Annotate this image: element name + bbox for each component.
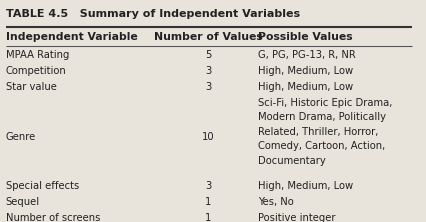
Text: Star value: Star value	[6, 82, 56, 92]
Text: MPAA Rating: MPAA Rating	[6, 50, 69, 60]
Text: 10: 10	[202, 132, 215, 142]
Text: 5: 5	[205, 50, 212, 60]
Text: Positive integer: Positive integer	[258, 213, 336, 222]
Text: 3: 3	[205, 181, 212, 191]
Text: Genre: Genre	[6, 132, 36, 142]
Text: TABLE 4.5   Summary of Independent Variables: TABLE 4.5 Summary of Independent Variabl…	[6, 9, 299, 19]
Text: 1: 1	[205, 197, 212, 207]
Text: Comedy, Cartoon, Action,: Comedy, Cartoon, Action,	[258, 141, 386, 151]
Text: Competition: Competition	[6, 66, 66, 76]
Text: 1: 1	[205, 213, 212, 222]
Text: Independent Variable: Independent Variable	[6, 32, 137, 42]
Text: Related, Thriller, Horror,: Related, Thriller, Horror,	[258, 127, 379, 137]
Text: 3: 3	[205, 82, 212, 92]
Text: Sequel: Sequel	[6, 197, 40, 207]
Text: Sci-Fi, Historic Epic Drama,: Sci-Fi, Historic Epic Drama,	[258, 98, 393, 108]
Text: Possible Values: Possible Values	[258, 32, 353, 42]
Text: Yes, No: Yes, No	[258, 197, 294, 207]
Text: High, Medium, Low: High, Medium, Low	[258, 181, 354, 191]
Text: G, PG, PG-13, R, NR: G, PG, PG-13, R, NR	[258, 50, 356, 60]
Text: 3: 3	[205, 66, 212, 76]
Text: Modern Drama, Politically: Modern Drama, Politically	[258, 112, 386, 122]
Text: Number of screens: Number of screens	[6, 213, 100, 222]
Text: High, Medium, Low: High, Medium, Low	[258, 82, 354, 92]
Text: High, Medium, Low: High, Medium, Low	[258, 66, 354, 76]
Text: Documentary: Documentary	[258, 156, 326, 166]
Text: Special effects: Special effects	[6, 181, 79, 191]
Text: Number of Values: Number of Values	[154, 32, 263, 42]
